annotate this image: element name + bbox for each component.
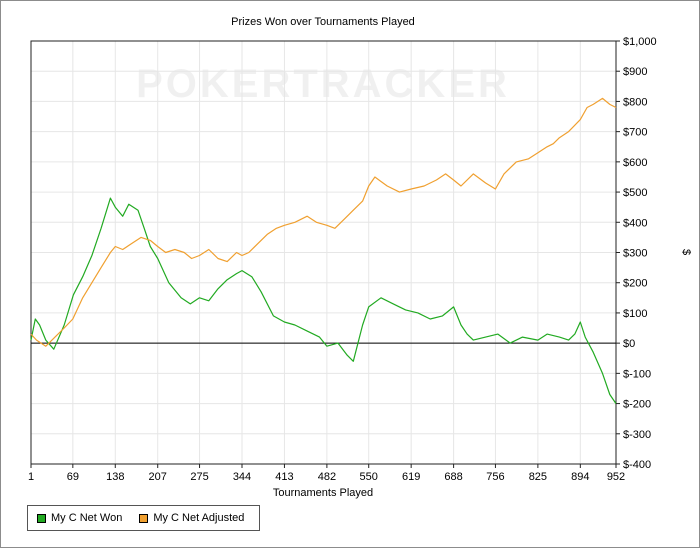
legend: My C Net Won My C Net Adjusted bbox=[27, 505, 260, 531]
y-tick-label: $400 bbox=[623, 217, 647, 229]
y-tick-label: $700 bbox=[623, 127, 647, 139]
y-tick-label: $0 bbox=[623, 338, 635, 350]
y-tick-label: $-100 bbox=[623, 368, 651, 380]
x-tick-label: 413 bbox=[275, 471, 293, 483]
legend-item-net-adjusted: My C Net Adjusted bbox=[139, 512, 244, 524]
x-tick-label: 952 bbox=[607, 471, 625, 483]
x-tick-label: 207 bbox=[149, 471, 167, 483]
y-tick-label: $-400 bbox=[623, 459, 651, 471]
legend-item-net-won: My C Net Won bbox=[37, 512, 122, 524]
series-line-net-adjusted bbox=[30, 97, 617, 347]
x-tick-label: 894 bbox=[571, 471, 589, 483]
series-line-net-won bbox=[30, 197, 617, 404]
y-tick-label: $-200 bbox=[623, 399, 651, 411]
y-tick-label: $200 bbox=[623, 278, 647, 290]
x-tick-label: 1 bbox=[28, 471, 34, 483]
y-tick-label: $300 bbox=[623, 248, 647, 260]
x-tick-label: 619 bbox=[402, 471, 420, 483]
x-axis: 1 69 138 207 275 344 413 482 550 619 688 756 825 894 9… bbox=[28, 464, 625, 483]
x-tick-label: 69 bbox=[67, 471, 79, 483]
x-tick-label: 550 bbox=[360, 471, 378, 483]
watermark: POKERTRACKER bbox=[136, 62, 510, 106]
x-tick-label: 344 bbox=[233, 471, 251, 483]
legend-swatch-net-adjusted bbox=[139, 513, 149, 523]
y-tick-label: $500 bbox=[623, 187, 647, 199]
legend-label-net-won: My C Net Won bbox=[51, 512, 123, 524]
y-tick-label: $800 bbox=[623, 96, 647, 108]
series-layer bbox=[30, 97, 617, 404]
x-tick-label: 138 bbox=[106, 471, 124, 483]
x-tick-label: 275 bbox=[190, 471, 208, 483]
x-tick-label: 688 bbox=[444, 471, 462, 483]
x-axis-label: Tournaments Played bbox=[273, 487, 373, 499]
x-tick-label: 756 bbox=[486, 471, 504, 483]
y-tick-label: $900 bbox=[623, 66, 647, 78]
y-tick-label: $100 bbox=[623, 308, 647, 320]
x-tick-label: 482 bbox=[318, 471, 336, 483]
y-tick-label: $600 bbox=[623, 157, 647, 169]
y-axis: $1,000 $900 $800 $700 $600 $500 $400 $300 $200 $1… bbox=[616, 36, 657, 471]
y-axis-label: $ bbox=[680, 249, 692, 255]
y-tick-label: $1,000 bbox=[623, 36, 657, 48]
x-tick-label: 825 bbox=[529, 471, 547, 483]
legend-swatch-net-won bbox=[37, 513, 46, 523]
y-tick-label: $-300 bbox=[623, 429, 651, 441]
legend-label-net-adjusted: My C Net Adjusted bbox=[153, 512, 245, 524]
chart-title: Prizes Won over Tournaments Played bbox=[231, 16, 415, 28]
